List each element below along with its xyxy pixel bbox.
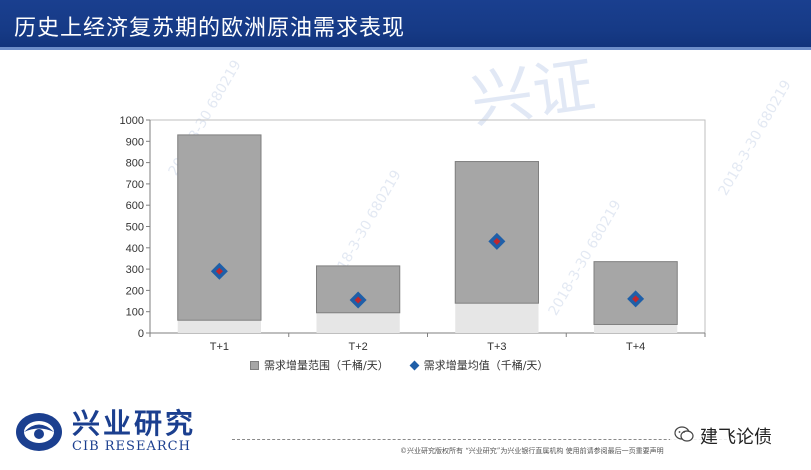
range-bar: [454, 161, 539, 304]
y-tick-label: 900: [126, 136, 144, 148]
cib-logo: 兴业研究 CIB RESEARCH: [14, 404, 214, 460]
x-tick-label: T+4: [626, 341, 645, 353]
mean-marker-center: [354, 296, 362, 304]
y-tick-label: 500: [126, 222, 144, 234]
cib-emblem-icon: [14, 407, 64, 457]
wechat-account-name: 建飞论债: [700, 427, 772, 448]
y-tick-label: 800: [126, 158, 144, 170]
y-tick-label: 400: [126, 243, 144, 255]
wechat-account-tag: 建飞论债: [670, 421, 776, 451]
legend-mean-label: 需求增量均值（千桶/天）: [423, 359, 549, 372]
legend-range-label: 需求增量范围（千桶/天）: [264, 359, 389, 372]
legend-range-swatch: [250, 360, 259, 370]
y-tick-label: 600: [126, 200, 144, 212]
logo-en-text: CIB RESEARCH: [72, 439, 191, 454]
footer-divider: [232, 439, 752, 441]
range-base-bar: [316, 312, 400, 333]
x-tick-label: T+3: [487, 341, 506, 353]
mean-marker-center: [632, 295, 640, 303]
mean-marker-center: [493, 237, 501, 245]
y-tick-label: 0: [138, 328, 144, 340]
x-tick-label: T+2: [348, 341, 367, 353]
y-tick-label: 700: [126, 179, 144, 191]
y-tick-label: 300: [126, 264, 144, 276]
mean-marker-center: [215, 267, 223, 275]
footer-disclaimer: ©兴业研究版权所有 “兴业研究”为兴业银行直属机构 使用前请参阅最后一页重要声明: [400, 447, 664, 455]
logo-cn-text: 兴业研究: [72, 407, 197, 440]
legend-diamond-icon: [409, 360, 420, 370]
page-title: 历史上经济复苏期的欧洲原油需求表现: [14, 16, 406, 41]
x-tick-label: T+1: [210, 341, 229, 353]
title-bar: 历史上经济复苏期的欧洲原油需求表现: [0, 0, 811, 50]
y-tick-label: 100: [126, 307, 144, 319]
chart-legend: 需求增量范围（千桶/天） 需求增量均值（千桶/天）: [250, 356, 568, 374]
range-base-bar: [455, 303, 539, 333]
legend-item-mean: 需求增量均值（千桶/天）: [409, 357, 549, 373]
range-base-bar: [177, 320, 261, 333]
range-base-bar: [594, 324, 678, 333]
title-rule: [0, 47, 811, 50]
range-bar: [177, 134, 262, 321]
wechat-bubble-icon: [674, 425, 694, 447]
y-tick-label: 200: [126, 285, 144, 297]
legend-item-range: 需求增量范围（千桶/天）: [250, 357, 389, 373]
y-tick-label: 1000: [120, 115, 144, 127]
